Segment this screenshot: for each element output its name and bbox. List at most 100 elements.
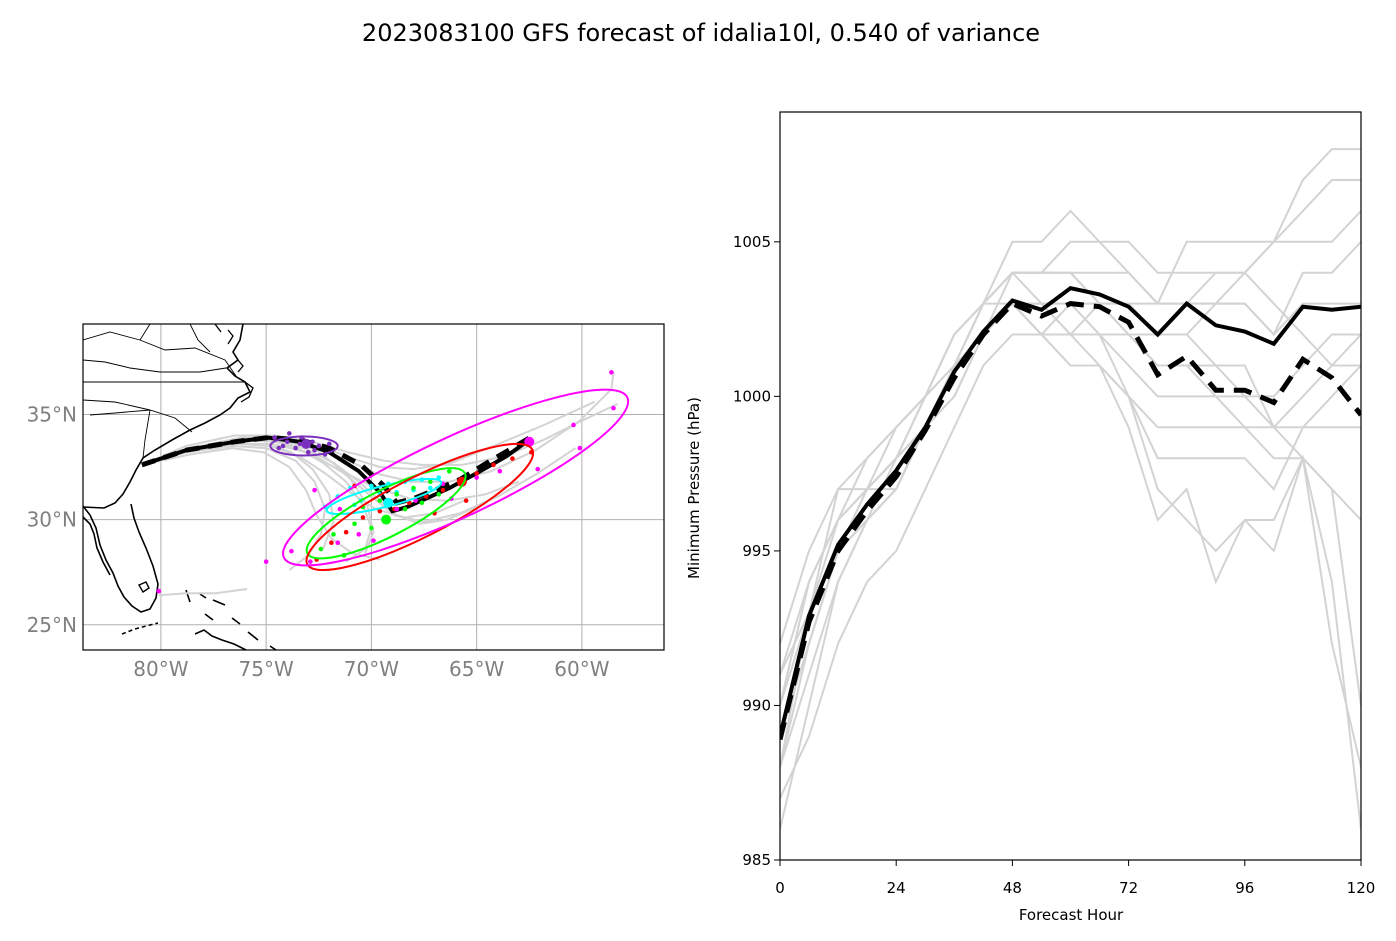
- coastline-detail: [214, 324, 254, 403]
- us-east-coastline: [83, 324, 252, 509]
- florida-west-coast: [83, 516, 111, 576]
- cuba-coastline: [194, 629, 277, 650]
- storm-tracks: [141, 370, 630, 597]
- map-day5-position: [371, 538, 376, 543]
- map-day5-position: [577, 445, 583, 451]
- x-tick-label: 120: [1347, 879, 1376, 897]
- map-day5-position: [611, 405, 616, 411]
- y-axis-label: Minimum Pressure (hPa): [685, 397, 703, 579]
- map-day4-position: [360, 515, 366, 520]
- track-map-panel: 80°W 75°W 70°W 65°W 60°W 25°N 30°N 35°N: [27, 323, 665, 681]
- map-day5-position: [474, 475, 479, 480]
- map-day4-spread-ellipse: [305, 442, 535, 572]
- pressure-deterministic-line: [780, 300, 1361, 741]
- pressure-member-line: [780, 302, 1361, 675]
- map-day2-position: [369, 483, 374, 489]
- y-tick-label: 990: [742, 696, 771, 714]
- map-day3-position: [402, 506, 408, 512]
- pressure-series: [780, 148, 1361, 830]
- y-tick-label: 985: [742, 851, 771, 869]
- map-tick-labels: 80°W 75°W 70°W 65°W 60°W 25°N 30°N 35°N: [27, 402, 610, 681]
- x-axis-label: Forecast Hour: [1019, 906, 1124, 924]
- map-day3-position: [331, 532, 336, 537]
- map-day2-spread-ellipse: [325, 477, 443, 516]
- map-day4-position: [343, 529, 349, 535]
- y-tick-label: 1000: [733, 387, 771, 405]
- map-day3-position: [436, 492, 442, 497]
- bahamas-islands: [185, 589, 259, 641]
- pressure-ensemble-mean-line: [780, 286, 1361, 737]
- map-lon-tick-label: 60°W: [554, 657, 609, 681]
- map-day3-mean-position: [381, 514, 392, 525]
- map-day1-position: [272, 435, 277, 440]
- map-member-track: [141, 447, 381, 561]
- map-lat-tick-label: 30°N: [27, 508, 77, 532]
- map-day4-position: [377, 508, 383, 514]
- map-day1-position: [310, 439, 315, 445]
- map-lat-tick-label: 35°N: [27, 402, 77, 426]
- map-day2-position: [428, 485, 433, 491]
- map-lat-tick-label: 25°N: [27, 613, 77, 637]
- map-day1-position: [293, 445, 298, 451]
- map-day4-position: [440, 487, 446, 493]
- map-lon-tick-label: 65°W: [449, 657, 504, 681]
- pressure-member-line: [780, 240, 1361, 830]
- state-borders: [83, 324, 245, 459]
- map-day1-position: [305, 449, 311, 455]
- map-day1-position: [280, 443, 286, 449]
- map-day1-position: [297, 441, 303, 447]
- map-day4-position: [423, 494, 429, 499]
- map-day5-position: [337, 506, 343, 512]
- map-day1-spread-ellipse: [269, 435, 339, 457]
- map-day4-position: [491, 462, 496, 468]
- y-tick-label: 995: [742, 542, 771, 560]
- map-day4-position: [510, 456, 515, 461]
- map-day1-position: [286, 431, 292, 436]
- map-day5-position: [394, 506, 399, 512]
- pressure-chart-panel: 0 24 48 72 96 120 985 990 995 1000 1005 Forecast H…: [685, 111, 1376, 924]
- map-day1-position: [312, 447, 317, 453]
- map-day5-position: [497, 468, 503, 474]
- map-day2-position: [436, 475, 442, 480]
- x-tick-label: 48: [1003, 879, 1022, 897]
- map-day5-position: [156, 588, 162, 594]
- pressure-member-line: [780, 333, 1361, 799]
- map-day3-position: [352, 521, 357, 527]
- pressure-member-line: [780, 210, 1361, 675]
- y-tick-label: 1005: [733, 233, 771, 251]
- map-lon-tick-label: 80°W: [133, 657, 188, 681]
- lake-okeechobee: [138, 581, 150, 593]
- map-day3-position: [446, 468, 452, 474]
- pressure-member-line: [780, 302, 1361, 768]
- map-day1-position: [284, 439, 290, 445]
- map-day5-position: [335, 540, 341, 546]
- map-day3-position: [419, 500, 425, 506]
- figure-title: 2023083100 GFS forecast of idalia10l, 0.…: [362, 19, 1040, 47]
- map-member-track: [141, 402, 619, 466]
- pressure-ticks: 0 24 48 72 96 120 985 990 995 1000 1005: [733, 233, 1376, 897]
- map-day4-position: [406, 500, 412, 506]
- map-day1-position: [316, 443, 322, 449]
- x-tick-label: 96: [1235, 879, 1254, 897]
- map-day5-position: [356, 532, 362, 537]
- map-day5-position: [609, 370, 614, 375]
- map-day5-position: [571, 422, 576, 428]
- map-day3-position: [318, 546, 324, 552]
- map-frame: [82, 323, 665, 651]
- map-day5-position: [535, 466, 540, 472]
- pressure-member-line: [780, 302, 1361, 768]
- map-day5-position: [263, 559, 269, 564]
- map-day5-position: [413, 498, 418, 503]
- pressure-member-line: [780, 209, 1361, 644]
- map-day3-position: [394, 492, 399, 497]
- map-day4-position: [474, 471, 479, 476]
- map-member-track: [158, 588, 248, 597]
- map-day1-mean-position: [301, 438, 312, 449]
- map-day1-position: [276, 445, 282, 451]
- map-day3-position: [428, 479, 433, 485]
- map-day5-spread-ellipse: [282, 388, 630, 567]
- coastline-and-borders: [83, 324, 277, 650]
- map-day5-position: [308, 559, 313, 564]
- map-day4-position: [463, 498, 469, 503]
